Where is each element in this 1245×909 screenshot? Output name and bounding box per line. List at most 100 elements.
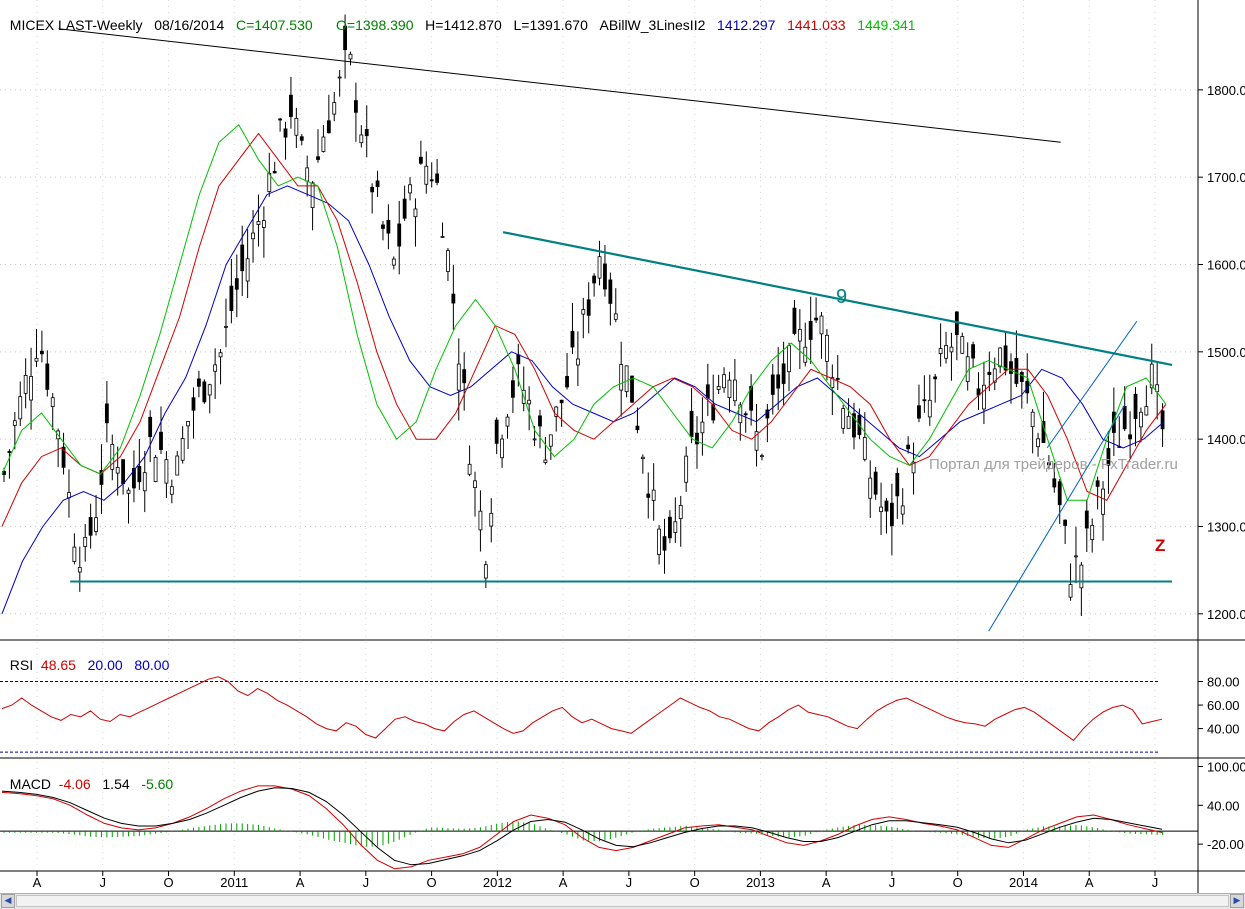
macd-tick-label: 40.00 [1207,798,1240,813]
ohlc-body [375,180,380,188]
ohlc-body [159,431,163,450]
ohlc-body [743,413,748,416]
ohlc-body [316,156,320,160]
ohlc-body [429,179,434,182]
ohlc-body [705,384,710,399]
ohlc-body [516,354,521,365]
ohlc-body [651,489,656,501]
ohlc-body [234,278,239,290]
ohlc-body [29,376,33,401]
price-tick-label: 1200.00 [1207,607,1245,622]
ohlc-body [776,374,781,389]
macd-histogram: -5.60 [141,776,174,792]
macd-tick-label: -20.00 [1207,837,1244,852]
ohlc-body [538,415,542,427]
ohlc-body [933,376,938,380]
ohlc-body [310,182,315,209]
ohlc-body [418,156,423,164]
ohlc-body [722,374,726,389]
scrollbar-thumb[interactable] [16,895,1229,907]
ohlc-body [716,385,721,390]
ohlc-body [1101,488,1105,515]
time-tick-label: O [427,875,437,890]
time-tick-label: O [953,875,963,890]
blue-ma-line [1,185,1165,614]
ohlc-body [754,431,759,451]
ohlc-body [770,374,775,395]
ohlc-body [1149,363,1154,389]
ohlc-body [397,223,402,247]
ohlc-body [1144,406,1149,416]
ohlc-body [689,410,694,438]
time-tick-label: A [33,875,42,890]
ohlc-body [88,517,93,536]
horizontal-scrollbar[interactable]: ◀ ▶ [0,893,1245,909]
ohlc-body [446,250,450,273]
ohlc-body [917,405,921,419]
ohlc-body [1095,480,1100,487]
rsi-header: RSI 48.65 20.00 80.00 [2,641,170,673]
ohlc-body [938,348,943,355]
ohlc-body [218,352,223,358]
ohlc-body [72,546,77,562]
rsi-tick-label: 40.00 [1207,722,1240,737]
ohlc-body [104,403,109,424]
time-tick-label: 2014 [1009,875,1038,890]
macd-signal-line [1,787,1163,866]
macd-label: MACD [9,776,52,792]
ohlc-body [554,406,559,417]
ohlc-body [359,134,364,144]
price-tick-label: 1300.00 [1207,519,1245,534]
ohlc-body [1133,393,1138,419]
ohlc-body [884,500,889,512]
ohlc-body [440,236,445,238]
rsi-low: 20.00 [87,657,123,673]
ohlc-body [992,368,997,383]
price-tick-label: 1600.00 [1207,258,1245,273]
ohlc-body [879,506,883,513]
ohlc-body [1057,481,1062,506]
ohlc-body [50,397,55,407]
ohlc-body [781,363,786,384]
ohlc-body [673,521,678,533]
ohlc-body [83,536,88,547]
ohlc-body [500,438,504,459]
ohlc-body [814,317,818,321]
ohlc-body [153,456,158,483]
ohlc-body [1003,345,1008,371]
ohlc-body [1009,361,1013,374]
ohlc-body [1160,410,1165,430]
time-tick-label: A [559,875,568,890]
ohlc-body [1139,411,1143,428]
ohlc-body [819,315,824,335]
right-arrow-icon[interactable]: ▶ [1230,894,1244,908]
ohlc-body [224,325,228,328]
ohlc-body [23,375,28,394]
left-arrow-icon[interactable]: ◀ [1,894,15,908]
ohlc-body [289,94,293,117]
ohlc-body [889,502,894,527]
ohlc-body [1084,510,1089,529]
ohlc-body [294,117,299,136]
ohlc-body [34,357,39,362]
ohlc-body [1074,555,1078,558]
ohlc-body [256,221,261,225]
time-tick-label: 2013 [746,875,775,890]
ohlc-body [619,364,624,391]
ohlc-body [700,421,705,434]
rsi-high: 80.00 [134,657,170,673]
ohlc-body [229,285,234,311]
ohlc-body [982,384,986,410]
ohlc-body [548,434,553,447]
ohlc-body [337,76,342,79]
ohlc-body [960,336,965,354]
ohlc-body [18,396,23,420]
ohlc-body [191,397,196,411]
ohlc-body [435,173,440,183]
trendline-wave-9 [502,231,1173,367]
watermark: Портал для трейдеров - FxTrader.ru [929,456,1178,473]
ohlc-body [852,413,856,438]
ohlc-body [61,446,66,468]
ohlc-body [505,416,510,427]
ohlc-body [873,471,878,495]
